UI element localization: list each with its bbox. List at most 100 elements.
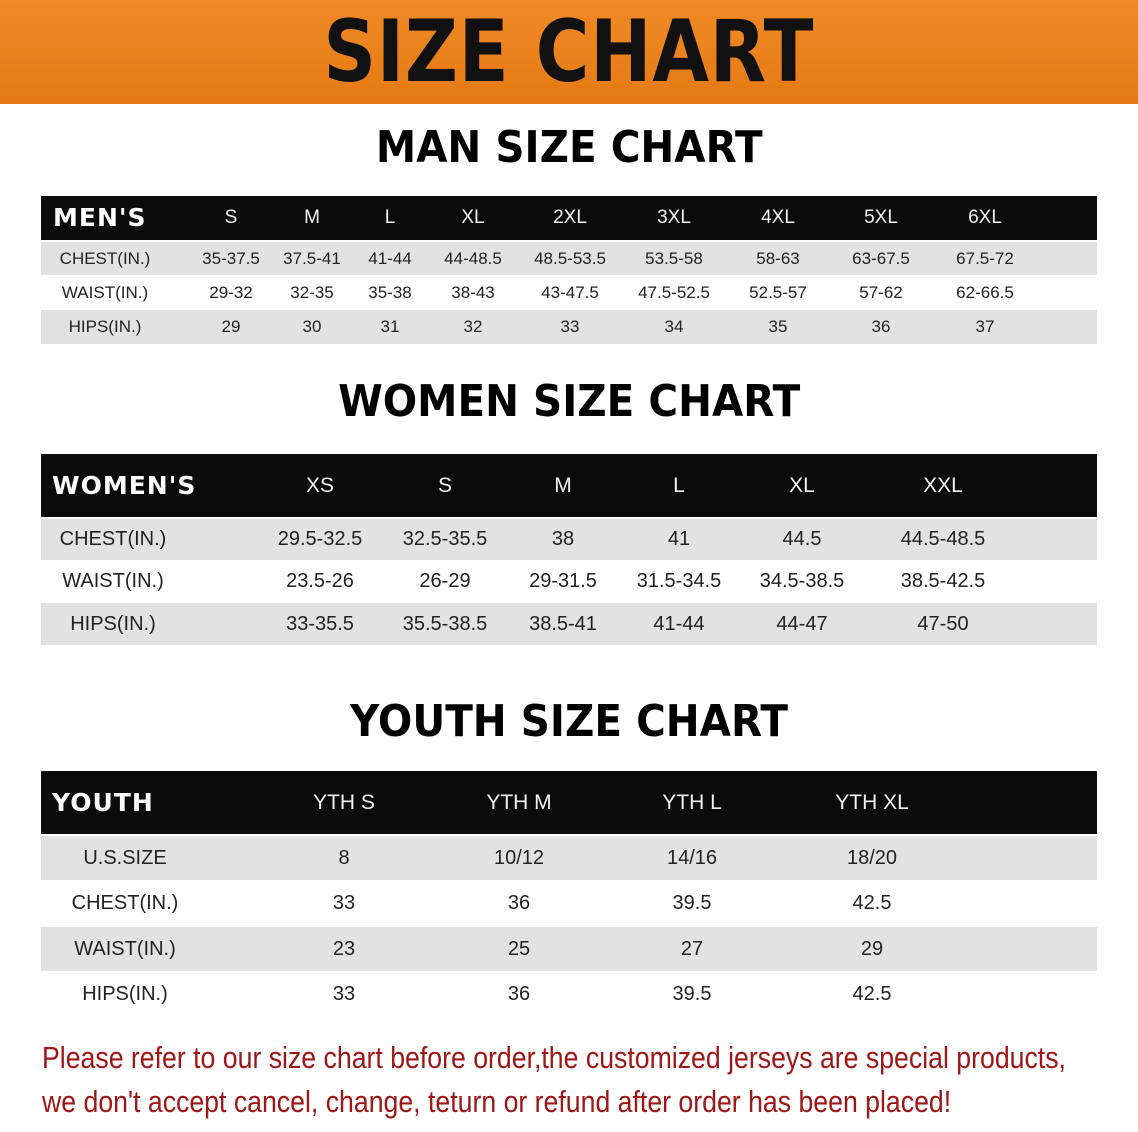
men-section-title: MAN SIZE CHART [375, 122, 763, 173]
measurement-value: 29 [221, 317, 241, 336]
size-column-header: 3XL [657, 207, 691, 228]
measurement-value: 42.5 [852, 892, 892, 914]
measurement-value: 31.5-34.5 [636, 570, 722, 592]
order-notice: Please refer to our size chart before or… [42, 1036, 1126, 1124]
measurement-value: 43-47.5 [541, 283, 599, 302]
measurement-label: HIPS(IN.) [70, 613, 156, 635]
table-row: HIPS(IN.) 33 36 39.5 42.5 [41, 972, 1097, 1016]
table-row: HIPS(IN.) 29 30 31 32 33 34 35 36 37 [41, 310, 1097, 344]
women-section-title: WOMEN SIZE CHART [337, 376, 801, 427]
table-corner-label: WOMEN'S [52, 471, 197, 500]
size-column-header: S [437, 474, 453, 497]
table-row: WAIST(IN.) 23 25 27 29 [41, 927, 1097, 971]
measurement-label: WAIST(IN.) [74, 938, 176, 960]
measurement-value: 33-35.5 [286, 613, 354, 635]
measurement-value: 32-35 [290, 283, 334, 302]
measurement-value: 14/16 [666, 847, 718, 869]
size-chart-banner: SIZE CHART [0, 0, 1138, 104]
table-row: CHEST(IN.) 35-37.5 37.5-41 41-44 44-48.5 48.5… [41, 242, 1097, 275]
measurement-label: WAIST(IN.) [61, 283, 149, 302]
measurement-value: 44-47 [776, 613, 828, 635]
size-column-header: XL [461, 207, 485, 228]
men-size-table: MEN'S S M L XL 2XL 3XL 4XL 5XL 6XL CHEST(IN.) 35-37… [41, 196, 1097, 344]
size-column-header: XL [789, 474, 815, 497]
measurement-value: 35-37.5 [202, 249, 260, 268]
measurement-value: 35-38 [368, 283, 412, 302]
size-column-header: M [554, 474, 572, 497]
table-row: CHEST(IN.) 33 36 39.5 42.5 [41, 881, 1097, 926]
measurement-value: 35 [768, 317, 788, 336]
measurement-value: 34.5-38.5 [759, 570, 845, 592]
measurement-value: 25 [507, 938, 531, 960]
measurement-value: 47.5-52.5 [638, 283, 710, 302]
measurement-value: 41-44 [368, 249, 412, 268]
measurement-value: 27 [680, 938, 704, 960]
table-corner-label: YOUTH [52, 788, 154, 817]
table-header-row: WOMEN'S XS S M L XL XXL [41, 454, 1097, 517]
measurement-value: 62-66.5 [956, 283, 1014, 302]
measurement-value: 34 [664, 317, 684, 336]
measurement-value: 23 [332, 938, 356, 960]
size-column-header: YTH M [486, 791, 552, 814]
measurement-value: 44.5 [782, 528, 822, 550]
size-column-header: YTH L [662, 791, 722, 814]
measurement-value: 63-67.5 [852, 249, 910, 268]
youth-section-title: YOUTH SIZE CHART [350, 696, 788, 747]
measurement-value: 39.5 [672, 892, 712, 914]
measurement-value: 48.5-53.5 [534, 249, 606, 268]
table-row: WAIST(IN.) 29-32 32-35 35-38 38-43 43-47.5 47.… [41, 276, 1097, 309]
measurement-value: 31 [380, 317, 400, 336]
size-column-header: 2XL [553, 207, 587, 228]
table-header-row: MEN'S S M L XL 2XL 3XL 4XL 5XL 6XL [41, 196, 1097, 240]
measurement-label: U.S.SIZE [83, 847, 167, 869]
table-row: U.S.SIZE 8 10/12 14/16 18/20 [41, 836, 1097, 880]
measurement-label: HIPS(IN.) [82, 983, 168, 1005]
measurement-label: WAIST(IN.) [62, 570, 164, 592]
measurement-value: 33 [332, 983, 356, 1005]
measurement-label: CHEST(IN.) [59, 249, 151, 268]
measurement-value: 23.5-26 [286, 570, 354, 592]
measurement-value: 32.5-35.5 [402, 528, 488, 550]
measurement-value: 58-63 [756, 249, 800, 268]
size-column-header: S [224, 207, 238, 228]
table-row: WAIST(IN.) 23.5-26 26-29 29-31.5 31.5-34.5 34… [41, 561, 1097, 602]
measurement-value: 41 [667, 528, 691, 550]
table-header-row: YOUTH YTH S YTH M YTH L YTH XL [41, 771, 1097, 834]
measurement-value: 44-48.5 [444, 249, 502, 268]
measurement-value: 37 [975, 317, 995, 336]
measurement-value: 29-32 [209, 283, 253, 302]
measurement-value: 8 [338, 847, 350, 869]
measurement-label: CHEST(IN.) [59, 528, 167, 550]
measurement-value: 44.5-48.5 [900, 528, 986, 550]
measurement-value: 57-62 [859, 283, 903, 302]
size-column-header: 5XL [864, 207, 898, 228]
measurement-value: 37.5-41 [283, 249, 341, 268]
measurement-value: 36 [507, 892, 531, 914]
measurement-value: 53.5-58 [645, 249, 703, 268]
women-size-table: WOMEN'S XS S M L XL XXL CHEST(IN.) 29.5-32.5 32.5… [41, 454, 1097, 645]
measurement-value: 18/20 [846, 847, 898, 869]
measurement-value: 38-43 [451, 283, 495, 302]
measurement-value: 52.5-57 [749, 283, 807, 302]
size-column-header: M [304, 207, 320, 228]
measurement-value: 32 [463, 317, 483, 336]
measurement-value: 10/12 [493, 847, 545, 869]
table-corner-label: MEN'S [53, 203, 147, 232]
measurement-value: 36 [871, 317, 891, 336]
size-column-header: YTH S [313, 791, 375, 814]
size-column-header: L [673, 474, 685, 497]
measurement-value: 38.5-41 [529, 613, 597, 635]
measurement-value: 38 [551, 528, 575, 550]
youth-size-table: YOUTH YTH S YTH M YTH L YTH XL U.S.SIZE 8 10/12… [41, 771, 1097, 1016]
measurement-value: 41-44 [653, 613, 705, 635]
size-column-header: XXL [923, 474, 963, 497]
measurement-value: 29-31.5 [529, 570, 597, 592]
size-column-header: YTH XL [835, 791, 909, 814]
size-column-header: XS [305, 474, 335, 497]
measurement-label: CHEST(IN.) [71, 892, 179, 914]
measurement-value: 39.5 [672, 983, 712, 1005]
measurement-value: 29 [860, 938, 884, 960]
notice-line-1: Please refer to our size chart before or… [42, 1040, 1066, 1075]
measurement-value: 26-29 [419, 570, 471, 592]
notice-line-2: we don't accept cancel, change, teturn o… [42, 1084, 952, 1119]
